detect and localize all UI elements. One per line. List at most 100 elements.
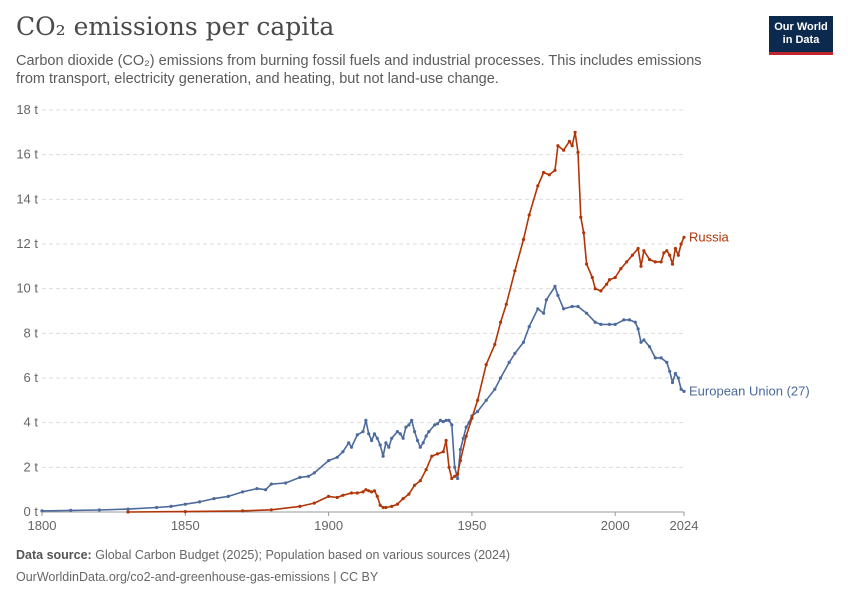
data-point <box>659 356 663 360</box>
source-url[interactable]: OurWorldinData.org/co2-and-greenhouse-ga… <box>16 570 379 584</box>
y-tick-label: 6 t <box>24 370 39 385</box>
data-point <box>476 398 480 402</box>
y-tick-label: 0 t <box>24 504 39 519</box>
x-tick-label: 1850 <box>171 518 200 533</box>
data-point <box>579 215 583 219</box>
data-point <box>370 438 374 443</box>
data-point <box>679 242 683 246</box>
owid-logo[interactable]: Our World in Data <box>769 16 833 55</box>
data-point <box>241 490 245 494</box>
data-point <box>378 443 382 447</box>
data-point <box>670 380 675 385</box>
data-point <box>493 342 497 347</box>
series-label: Russia <box>689 229 730 244</box>
data-point <box>441 420 445 424</box>
data-point <box>424 468 428 472</box>
data-point <box>567 139 572 143</box>
data-point <box>378 503 382 507</box>
data-point <box>418 445 422 449</box>
data-source-label: Data source: <box>16 548 92 562</box>
data-point <box>670 262 675 266</box>
data-point <box>625 260 629 264</box>
data-point <box>226 494 230 498</box>
data-point <box>183 510 187 514</box>
data-point <box>484 398 488 402</box>
x-tick-label: 1950 <box>457 518 486 533</box>
data-point <box>613 275 617 280</box>
data-point <box>407 492 411 496</box>
data-point <box>367 432 371 436</box>
data-point <box>361 430 365 434</box>
data-point <box>668 369 672 373</box>
data-point <box>384 441 388 445</box>
data-point <box>607 322 612 326</box>
series-line <box>41 285 685 512</box>
data-point <box>458 459 462 463</box>
data-point <box>126 510 130 514</box>
data-point <box>562 307 566 311</box>
data-point <box>513 351 517 355</box>
data-point <box>470 416 474 420</box>
data-point <box>607 278 612 282</box>
logo-line-1: Our World <box>774 21 828 33</box>
line-chart: 0 t 2 t 4 t 6 t 8 t 10 t 12 t 14 t 16 t 18 t 1800 1… <box>16 102 810 533</box>
data-point <box>633 320 637 324</box>
data-point <box>312 501 316 505</box>
data-point <box>639 340 643 344</box>
y-tick-label: 2 t <box>24 459 39 474</box>
data-point <box>642 249 646 253</box>
data-point <box>284 481 288 485</box>
data-point <box>456 476 460 481</box>
data-point <box>527 213 531 217</box>
data-point <box>493 387 497 391</box>
data-point <box>547 173 551 177</box>
data-point <box>456 472 460 476</box>
data-point <box>69 508 73 512</box>
data-point <box>269 508 273 512</box>
data-point <box>562 148 566 152</box>
data-point <box>464 425 468 429</box>
data-point <box>653 260 657 264</box>
data-point <box>570 304 574 309</box>
data-point <box>682 389 686 393</box>
data-point <box>349 445 354 449</box>
data-point <box>642 338 646 342</box>
data-point <box>410 418 414 422</box>
y-tick-label: 16 t <box>16 147 38 162</box>
data-point <box>364 488 368 492</box>
data-point <box>367 489 371 493</box>
data-point <box>673 371 678 376</box>
data-point <box>255 487 259 491</box>
data-point <box>212 497 216 501</box>
data-point <box>521 340 526 344</box>
data-point <box>269 482 273 486</box>
data-point <box>630 253 635 257</box>
data-point <box>413 483 417 487</box>
data-point <box>659 260 663 264</box>
series-label: European Union (27) <box>689 383 810 398</box>
data-point <box>407 423 411 427</box>
data-point <box>395 430 399 434</box>
series-line <box>127 131 685 513</box>
x-tick-label: 1900 <box>314 518 343 533</box>
data-point <box>126 507 130 511</box>
data-point <box>662 251 666 255</box>
data-point <box>241 509 245 513</box>
data-point <box>461 436 465 440</box>
data-point <box>312 471 316 475</box>
data-point <box>395 502 399 506</box>
data-point <box>169 504 173 508</box>
y-tick-label: 14 t <box>16 191 38 206</box>
data-point <box>544 298 549 302</box>
data-point <box>453 474 457 478</box>
data-point <box>504 302 508 306</box>
logo-line-2: in Data <box>782 34 820 46</box>
data-point <box>453 465 457 469</box>
data-point <box>435 422 440 426</box>
data-point <box>97 508 101 512</box>
data-point <box>653 356 657 360</box>
chart-title: CO₂ emissions per capita <box>16 12 335 41</box>
y-tick-label: 4 t <box>24 415 39 430</box>
data-point <box>585 311 589 315</box>
data-point <box>676 376 680 380</box>
